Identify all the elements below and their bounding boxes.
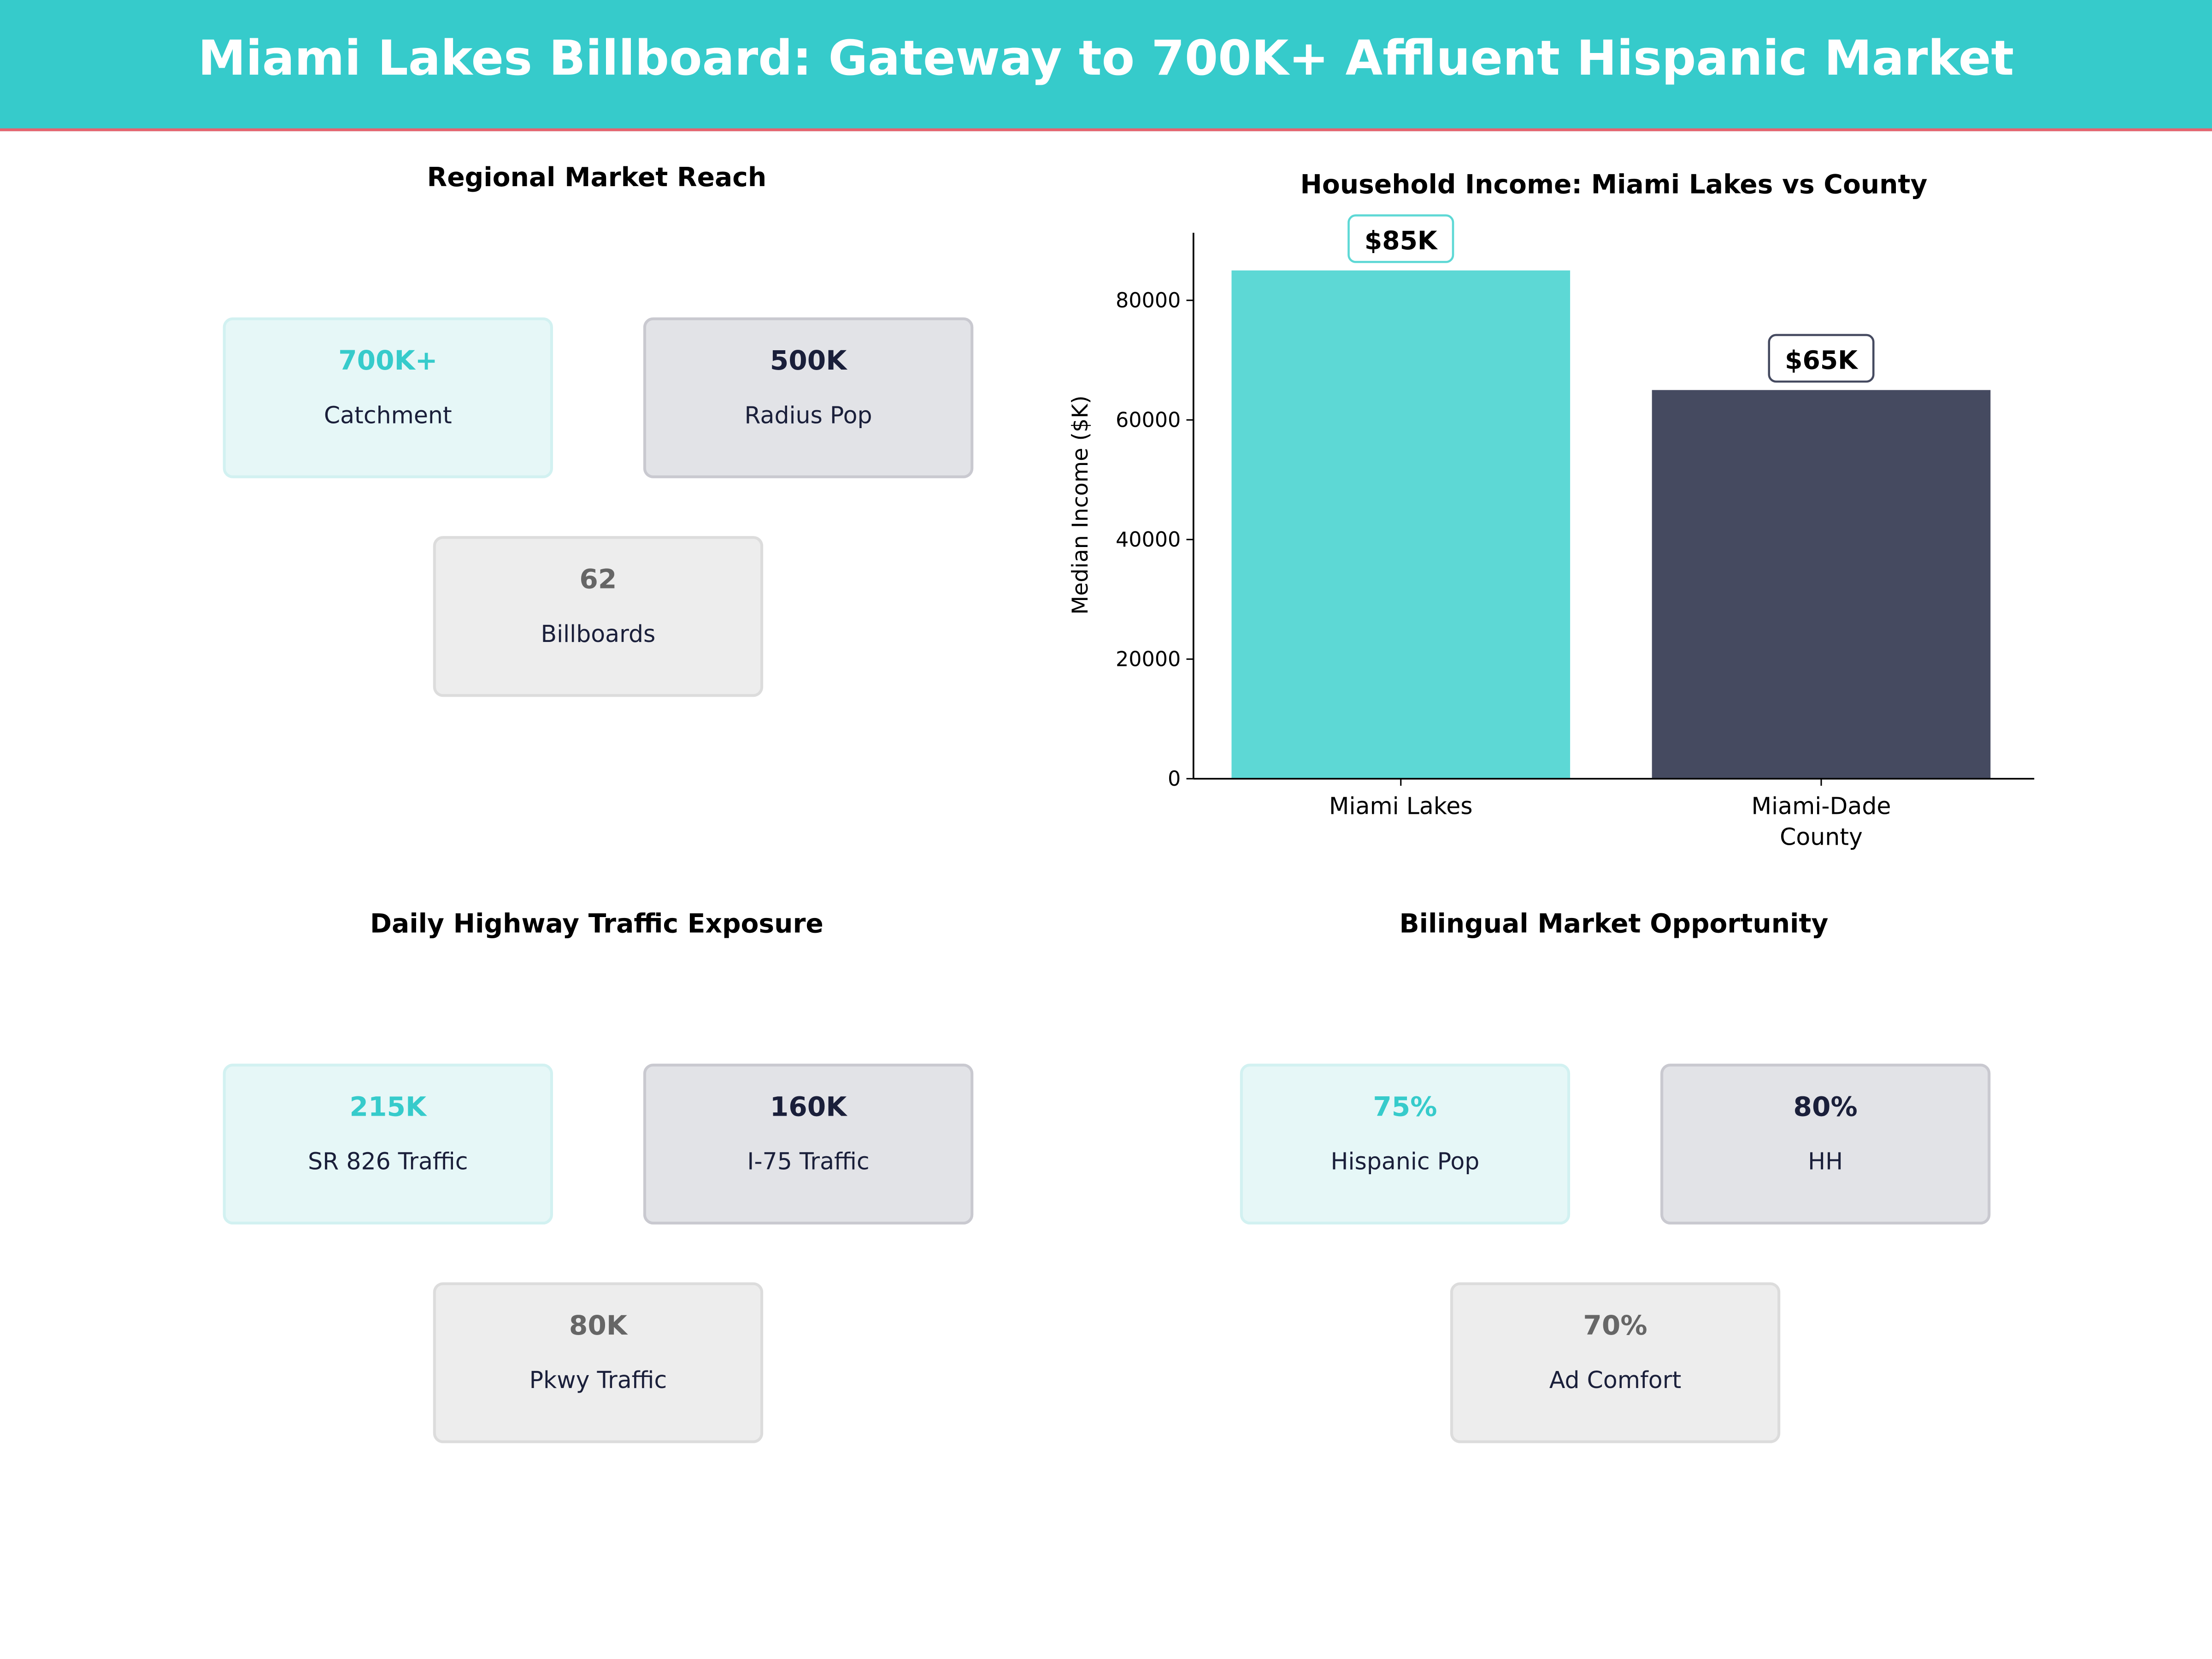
metric-value: 500K bbox=[770, 345, 847, 377]
metric-label: Pkwy Traffic bbox=[529, 1367, 667, 1394]
y-tick-label: 40000 bbox=[1116, 528, 1181, 552]
metric-label: Catchment bbox=[324, 402, 452, 429]
metric-card-regional: 700K+ Catchment bbox=[223, 317, 553, 478]
metric-card-bilingual: 70% Ad Comfort bbox=[1450, 1282, 1781, 1443]
metric-label: Radius Pop bbox=[744, 402, 872, 429]
metric-value: 700K+ bbox=[338, 345, 438, 377]
y-axis-label: Median Income ($K) bbox=[1068, 395, 1093, 615]
bar-1 bbox=[1652, 390, 1991, 779]
y-tick-label: 20000 bbox=[1116, 648, 1181, 671]
bar-0 bbox=[1231, 270, 1571, 779]
metric-value: 62 bbox=[579, 564, 617, 595]
metric-value: 75% bbox=[1373, 1092, 1437, 1123]
data-label-box bbox=[1768, 334, 1875, 383]
x-tick-label: County bbox=[1780, 824, 1863, 851]
x-tick-label: Miami Lakes bbox=[1329, 792, 1473, 819]
metric-card-regional: 62 Billboards bbox=[433, 536, 764, 697]
panel-title-traffic: Daily Highway Traffic Exposure bbox=[370, 910, 824, 940]
metric-card-traffic: 80K Pkwy Traffic bbox=[433, 1282, 764, 1443]
metric-label: I-75 Traffic bbox=[747, 1148, 870, 1175]
metric-value: 160K bbox=[770, 1092, 847, 1123]
metric-label: Ad Comfort bbox=[1549, 1367, 1682, 1394]
metric-value: 80% bbox=[1793, 1092, 1858, 1123]
data-label-box bbox=[1347, 214, 1454, 263]
panel-title-regional: Regional Market Reach bbox=[427, 164, 767, 194]
metric-card-bilingual: 75% Hispanic Pop bbox=[1240, 1064, 1571, 1225]
panel-title-bilingual: Bilingual Market Opportunity bbox=[1399, 910, 1829, 940]
metric-label: Billboards bbox=[541, 620, 656, 648]
x-tick-label: Miami-Dade bbox=[1752, 792, 1891, 819]
metric-card-bilingual: 80% HH bbox=[1660, 1064, 1991, 1225]
metric-value: 70% bbox=[1583, 1310, 1647, 1342]
metric-card-traffic: 160K I-75 Traffic bbox=[643, 1064, 974, 1225]
metric-card-regional: 500K Radius Pop bbox=[643, 317, 974, 478]
metric-value: 80K bbox=[569, 1310, 627, 1342]
data-label: $85K bbox=[1365, 226, 1438, 255]
metric-label: SR 826 Traffic bbox=[308, 1148, 468, 1175]
page-title: Miami Lakes Billboard: Gateway to 700K+ … bbox=[198, 31, 2014, 88]
metric-label: Hispanic Pop bbox=[1330, 1148, 1480, 1175]
metric-card-traffic: 215K SR 826 Traffic bbox=[223, 1064, 553, 1225]
header-banner: Miami Lakes Billboard: Gateway to 700K+ … bbox=[0, 0, 2212, 131]
chart-title: Household Income: Miami Lakes vs County bbox=[1300, 169, 1928, 200]
metric-label: HH bbox=[1808, 1148, 1843, 1175]
metric-value: 215K bbox=[349, 1092, 427, 1123]
y-tick-label: 80000 bbox=[1116, 289, 1181, 312]
y-tick-label: 60000 bbox=[1116, 409, 1181, 432]
data-label: $65K bbox=[1785, 345, 1859, 375]
y-tick-label: 0 bbox=[1168, 767, 1181, 791]
